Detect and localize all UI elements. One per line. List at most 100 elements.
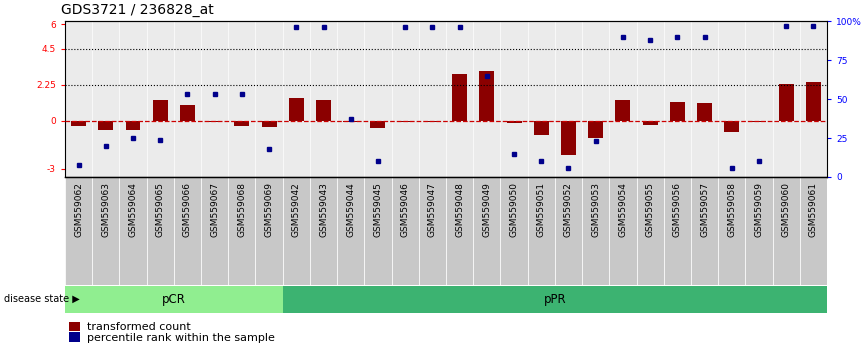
Bar	[724, 121, 740, 132]
Bar	[772, 21, 800, 177]
Bar	[120, 21, 146, 177]
FancyBboxPatch shape	[310, 177, 337, 285]
Bar	[800, 21, 827, 177]
Bar	[663, 21, 691, 177]
Bar	[174, 21, 201, 177]
Text: GSM559059: GSM559059	[754, 182, 764, 238]
FancyBboxPatch shape	[92, 177, 120, 285]
Bar	[610, 21, 637, 177]
Text: GSM559055: GSM559055	[646, 182, 655, 238]
FancyBboxPatch shape	[637, 177, 663, 285]
Bar	[337, 21, 365, 177]
FancyBboxPatch shape	[663, 177, 691, 285]
Bar	[365, 21, 391, 177]
Bar	[98, 121, 113, 130]
Bar	[229, 21, 255, 177]
Bar	[669, 102, 685, 121]
Bar	[126, 121, 140, 130]
Bar	[391, 21, 419, 177]
Text: GSM559066: GSM559066	[183, 182, 192, 238]
Bar	[343, 121, 359, 122]
Text: GSM559063: GSM559063	[101, 182, 110, 238]
Bar	[255, 21, 282, 177]
Bar	[316, 100, 331, 121]
Bar	[588, 121, 603, 138]
Text: GSM559057: GSM559057	[700, 182, 709, 238]
Bar	[288, 98, 304, 121]
Text: GSM559050: GSM559050	[509, 182, 519, 238]
Text: GSM559046: GSM559046	[401, 182, 410, 237]
Bar	[419, 21, 446, 177]
Bar	[146, 21, 174, 177]
FancyBboxPatch shape	[501, 177, 527, 285]
Bar	[479, 71, 494, 121]
Bar	[446, 21, 473, 177]
FancyBboxPatch shape	[391, 177, 419, 285]
Text: GSM559067: GSM559067	[210, 182, 219, 238]
Text: GSM559042: GSM559042	[292, 182, 301, 237]
Text: GSM559061: GSM559061	[809, 182, 818, 238]
Text: GSM559043: GSM559043	[319, 182, 328, 237]
FancyBboxPatch shape	[446, 177, 473, 285]
FancyBboxPatch shape	[582, 177, 610, 285]
Bar	[806, 82, 821, 121]
Text: pPR: pPR	[544, 293, 566, 306]
Text: GSM559052: GSM559052	[564, 182, 573, 237]
FancyBboxPatch shape	[229, 177, 255, 285]
Text: GSM559056: GSM559056	[673, 182, 682, 238]
Bar	[582, 21, 610, 177]
Bar	[92, 21, 120, 177]
FancyBboxPatch shape	[174, 177, 201, 285]
Bar	[180, 105, 195, 121]
FancyBboxPatch shape	[419, 177, 446, 285]
Bar	[779, 84, 793, 121]
Bar	[152, 100, 168, 121]
FancyBboxPatch shape	[800, 177, 827, 285]
Bar	[752, 121, 766, 122]
Text: GSM559058: GSM559058	[727, 182, 736, 238]
FancyBboxPatch shape	[691, 177, 718, 285]
Bar	[397, 121, 412, 122]
FancyBboxPatch shape	[772, 177, 800, 285]
Bar	[207, 121, 222, 122]
Text: GSM559068: GSM559068	[237, 182, 246, 238]
FancyBboxPatch shape	[527, 177, 555, 285]
Bar	[452, 74, 467, 121]
FancyBboxPatch shape	[65, 177, 92, 285]
Bar	[527, 21, 555, 177]
Text: GDS3721 / 236828_at: GDS3721 / 236828_at	[61, 3, 214, 17]
FancyBboxPatch shape	[473, 177, 501, 285]
FancyBboxPatch shape	[282, 177, 310, 285]
Bar	[65, 286, 282, 313]
Bar	[501, 21, 527, 177]
Bar	[718, 21, 746, 177]
Bar	[282, 286, 827, 313]
Bar	[262, 121, 276, 127]
Text: GSM559044: GSM559044	[346, 182, 355, 237]
Text: GSM559054: GSM559054	[618, 182, 627, 237]
FancyBboxPatch shape	[337, 177, 365, 285]
Text: GSM559048: GSM559048	[456, 182, 464, 237]
FancyBboxPatch shape	[255, 177, 282, 285]
Text: GSM559049: GSM559049	[482, 182, 491, 237]
Bar	[65, 21, 92, 177]
FancyBboxPatch shape	[146, 177, 174, 285]
Text: GSM559045: GSM559045	[373, 182, 383, 237]
Text: GSM559060: GSM559060	[782, 182, 791, 238]
Text: percentile rank within the sample: percentile rank within the sample	[87, 333, 275, 343]
Bar	[371, 121, 385, 128]
Text: GSM559051: GSM559051	[537, 182, 546, 238]
Bar	[235, 121, 249, 126]
Text: GSM559064: GSM559064	[128, 182, 138, 237]
Bar	[507, 121, 521, 123]
FancyBboxPatch shape	[365, 177, 391, 285]
Bar	[637, 21, 663, 177]
Text: transformed count: transformed count	[87, 322, 191, 332]
Bar	[643, 121, 657, 125]
Bar	[691, 21, 718, 177]
Bar	[561, 121, 576, 154]
FancyBboxPatch shape	[120, 177, 146, 285]
Bar	[71, 121, 86, 126]
Text: GSM559069: GSM559069	[265, 182, 274, 238]
Bar	[616, 100, 630, 121]
